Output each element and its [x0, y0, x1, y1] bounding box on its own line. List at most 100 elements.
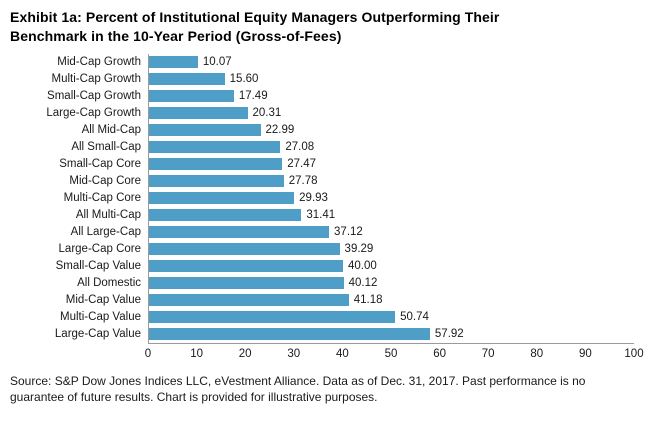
plot-cell: 31.41: [148, 206, 634, 224]
category-label: Large-Cap Value: [54, 328, 141, 341]
bar: [149, 192, 295, 205]
bar: [149, 209, 302, 222]
bar-row: Small-Cap Value 40.00: [10, 257, 634, 275]
bar-row: All Multi-Cap 31.41: [10, 206, 634, 224]
bar-row: Multi-Cap Growth 15.60: [10, 70, 634, 88]
plot-cell: 50.74: [148, 308, 634, 326]
category-label: Multi-Cap Growth: [51, 73, 141, 86]
value-label: 27.47: [287, 158, 316, 171]
value-label: 57.92: [434, 328, 464, 341]
bar: [149, 124, 261, 137]
category-label: All Small-Cap: [71, 141, 141, 154]
x-axis-row: 0 10 20 30 40 50 60 70 80 90 100: [10, 342, 644, 365]
x-axis: 0 10 20 30 40 50 60 70 80 90 100: [145, 342, 644, 365]
bar: [149, 175, 284, 188]
plot-cell: 27.78: [148, 172, 634, 190]
bar-row: Large-Cap Growth 20.31: [10, 104, 634, 122]
value-label: 31.41: [306, 209, 336, 222]
bar-row: All Domestic 40.12: [10, 274, 634, 292]
bar-row: Small-Cap Growth 17.49: [10, 87, 634, 105]
bar-row: All Large-Cap 37.12: [10, 223, 634, 241]
value-label: 20.31: [252, 107, 282, 120]
x-tick-label: 70: [481, 347, 495, 360]
x-tick-label: 60: [433, 347, 446, 360]
bar-row: Mid-Cap Core 27.78: [10, 172, 634, 190]
bar-row: All Small-Cap 27.08: [10, 138, 634, 156]
bar: [149, 311, 396, 324]
category-label: Small-Cap Core: [59, 158, 141, 171]
axis-spacer: [10, 343, 148, 365]
category-label: All Large-Cap: [70, 226, 141, 239]
bar-row: Multi-Cap Value 50.74: [10, 308, 634, 326]
value-label: 10.07: [202, 56, 232, 69]
category-label: Large-Cap Core: [58, 243, 141, 256]
bar: [149, 73, 225, 86]
value-label: 37.12: [334, 226, 363, 239]
value-label: 27.78: [288, 175, 318, 188]
category-label: Small-Cap Value: [55, 260, 141, 273]
category-label: Mid-Cap Value: [65, 294, 141, 307]
category-label: All Domestic: [77, 277, 141, 290]
bar: [149, 243, 340, 256]
bar: [149, 294, 349, 307]
value-label: 50.74: [400, 311, 429, 324]
bar-row: Mid-Cap Value 41.18: [10, 291, 634, 309]
value-label: 41.18: [353, 294, 383, 307]
bar: [149, 277, 344, 290]
bar: [149, 141, 281, 154]
value-label: 39.29: [344, 243, 374, 256]
chart-title: Exhibit 1a: Percent of Institutional Equ…: [10, 9, 500, 44]
plot-cell: 22.99: [148, 121, 634, 139]
x-tick-label: 10: [190, 347, 203, 360]
plot-cell: 39.29: [148, 240, 634, 258]
bar: [149, 56, 198, 69]
category-label: Multi-Cap Core: [63, 192, 141, 205]
x-tick-label: 100: [624, 347, 644, 360]
bar-chart: Mid-Cap Growth 10.07 Multi-Cap Growth 15.60…: [10, 53, 644, 365]
plot-cell: 40.00: [148, 257, 634, 275]
plot-cell: 10.07: [148, 53, 634, 71]
category-label: Small-Cap Growth: [47, 90, 141, 103]
value-label: 17.49: [238, 90, 268, 103]
bar: [149, 260, 343, 273]
category-label: Multi-Cap Value: [60, 311, 141, 324]
value-label: 15.60: [229, 73, 259, 86]
bar: [149, 158, 283, 171]
x-tick-label: 40: [335, 347, 349, 360]
value-label: 40.12: [348, 277, 378, 290]
bar-row: All Mid-Cap 22.99: [10, 121, 634, 139]
bar: [149, 107, 248, 120]
bar-row: Multi-Cap Core 29.93: [10, 189, 634, 207]
bar-row: Mid-Cap Growth 10.07: [10, 53, 634, 71]
bar-row: Small-Cap Core 27.47: [10, 155, 634, 173]
category-label: Mid-Cap Growth: [57, 56, 141, 69]
category-label: All Mid-Cap: [81, 124, 141, 137]
bar-row: Large-Cap Core 39.29: [10, 240, 634, 258]
plot-cell: 40.12: [148, 274, 634, 292]
x-tick-label: 50: [384, 347, 398, 360]
bar: [149, 328, 430, 341]
plot-cell: 37.12: [148, 223, 634, 241]
plot-cell: 27.47: [148, 155, 634, 173]
value-label: 22.99: [265, 124, 295, 137]
bar-rows: Mid-Cap Growth 10.07 Multi-Cap Growth 15.60…: [10, 53, 634, 343]
plot-cell: 20.31: [148, 104, 634, 122]
x-tick-label: 90: [578, 347, 592, 360]
plot-cell: 41.18: [148, 291, 634, 309]
x-tick-label: 20: [238, 347, 252, 360]
category-label: All Multi-Cap: [75, 209, 141, 222]
value-label: 40.00: [348, 260, 377, 273]
bar-row: Large-Cap Value 57.92: [10, 325, 634, 343]
value-label: 27.08: [285, 141, 315, 154]
source-note: Source: S&P Dow Jones Indices LLC, eVest…: [10, 373, 586, 404]
plot-cell: 15.60: [148, 70, 634, 88]
bar: [149, 90, 234, 103]
x-tick-label: 80: [530, 347, 544, 360]
plot-cell: 17.49: [148, 87, 634, 105]
value-label: 29.93: [299, 192, 328, 205]
plot-cell: 27.08: [148, 138, 634, 156]
category-label: Large-Cap Growth: [46, 107, 141, 120]
x-tick-label: 30: [287, 347, 301, 360]
bar: [149, 226, 330, 239]
